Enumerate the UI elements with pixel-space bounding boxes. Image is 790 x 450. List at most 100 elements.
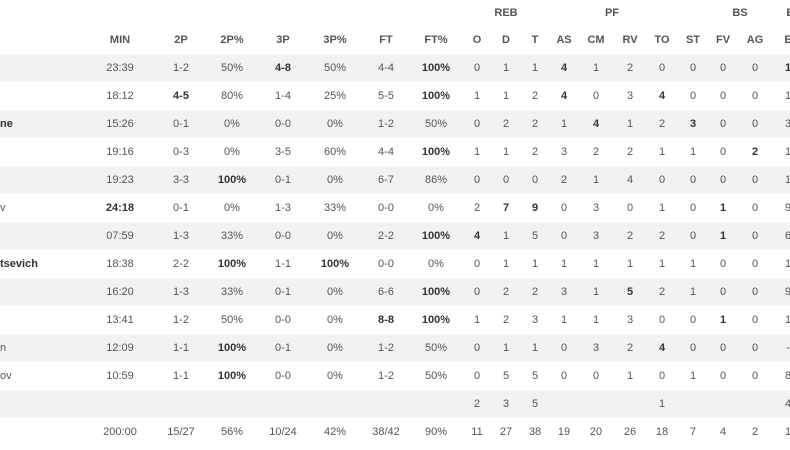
total-cell: 27 xyxy=(499,426,513,438)
stat-cell: 1 xyxy=(784,258,790,270)
stat-cell: 24:18 xyxy=(105,202,135,214)
stat-cell: 1 xyxy=(626,118,634,130)
stat-cell: 1 xyxy=(473,90,481,102)
stat-cell: 0-0 xyxy=(378,202,394,214)
stat-cell: 0 xyxy=(719,370,727,382)
stat-cell: 50% xyxy=(424,342,448,354)
stat-cell: 5 xyxy=(626,286,634,298)
team-cell: 4 xyxy=(784,398,790,410)
total-cell: 38/42 xyxy=(372,426,400,438)
stat-cell: 0 xyxy=(719,258,727,270)
stat-cell: 100% xyxy=(217,370,247,382)
stat-cell: 23:39 xyxy=(106,62,134,74)
player-name: ne xyxy=(0,118,13,130)
stat-cell: 0% xyxy=(327,342,343,354)
team-cell xyxy=(414,390,458,418)
stat-cell: 9 xyxy=(531,202,539,214)
stat-cell: 1 xyxy=(784,90,790,102)
stat-cell: 1 xyxy=(502,62,510,74)
stat-cell: 4-8 xyxy=(275,62,291,74)
stat-cell: 0 xyxy=(719,62,727,74)
stat-cell: 0 xyxy=(751,118,759,130)
team-cell xyxy=(582,390,610,418)
stat-cell: 0% xyxy=(428,258,444,270)
player-name: ov xyxy=(0,370,12,382)
stat-cell: 100% xyxy=(421,230,451,242)
team-cell xyxy=(95,390,145,418)
stat-cell: 0 xyxy=(689,62,697,74)
group-header: BS xyxy=(732,7,748,19)
stat-cell: 2 xyxy=(502,118,510,130)
stat-cell: 19:23 xyxy=(106,174,134,186)
stat-cell: 1 xyxy=(560,314,568,326)
stat-cell: 0 xyxy=(751,62,759,74)
stat-cell: 1-1 xyxy=(173,370,189,382)
stat-cell: 100% xyxy=(320,258,350,270)
player-row: 23:39 1-2 50% 4-8 50% 4-4 100% 0 1 1 4 1 2 0 0 0 0 1 xyxy=(0,54,790,82)
stat-cell: 2 xyxy=(502,314,510,326)
stat-cell: - xyxy=(786,342,790,354)
stat-cell: 0 xyxy=(689,90,697,102)
stat-cell: 0% xyxy=(224,202,240,214)
column-header: 3P xyxy=(276,34,290,46)
stat-cell: 0 xyxy=(751,342,759,354)
team-cell xyxy=(551,390,577,418)
stat-cell: 1 xyxy=(719,314,727,326)
column-header: MIN xyxy=(109,34,131,46)
column-header: T xyxy=(531,34,539,46)
stat-cell: 1 xyxy=(502,146,510,158)
stat-cell: 0-1 xyxy=(173,202,189,214)
column-header: 2P% xyxy=(220,34,244,46)
stat-cell: 5 xyxy=(531,230,539,242)
stat-cell: 100% xyxy=(421,62,451,74)
stat-cell: 50% xyxy=(424,370,448,382)
stat-cell: 4-4 xyxy=(378,146,394,158)
total-cell: 4 xyxy=(719,426,727,438)
stat-cell: 60% xyxy=(323,146,347,158)
stat-cell: 0 xyxy=(531,174,539,186)
stat-cell: 1 xyxy=(626,370,634,382)
stat-cell: 2 xyxy=(658,230,666,242)
stat-cell: 2 xyxy=(592,146,600,158)
column-header: AG xyxy=(746,34,764,46)
stat-cell: 5 xyxy=(502,370,510,382)
team-cell: 2 xyxy=(473,398,481,410)
stat-cell: 0 xyxy=(473,174,481,186)
stat-cell: 1 xyxy=(719,202,727,214)
stat-cell: 1 xyxy=(502,90,510,102)
column-header: RV xyxy=(622,34,638,46)
team-cell xyxy=(366,390,406,418)
stat-cell: 1 xyxy=(719,230,727,242)
stat-cell: 100% xyxy=(217,342,247,354)
total-cell: 15/27 xyxy=(167,426,195,438)
stat-cell: 1 xyxy=(560,258,568,270)
team-cell: 3 xyxy=(502,398,510,410)
total-cell: 38 xyxy=(528,426,542,438)
stat-cell: 2 xyxy=(658,286,666,298)
stat-cell: 3 xyxy=(784,118,790,130)
stat-cell: 0 xyxy=(473,62,481,74)
total-cell: 11 xyxy=(471,426,483,438)
stat-cell: 1 xyxy=(502,342,510,354)
team-cell xyxy=(313,390,357,418)
stat-cell: 50% xyxy=(323,62,347,74)
stat-cell: 2-2 xyxy=(173,258,189,270)
stat-cell: 100% xyxy=(421,90,451,102)
stat-cell: 5-5 xyxy=(378,90,394,102)
stat-cell: 0 xyxy=(473,370,481,382)
stat-cell: 0 xyxy=(751,90,759,102)
stat-cell: 33% xyxy=(220,286,244,298)
stat-cell: 0 xyxy=(719,146,727,158)
total-cell: 10/24 xyxy=(269,426,297,438)
stat-cell: 2 xyxy=(751,146,759,158)
stat-cell: 0 xyxy=(658,370,666,382)
group-header-row: REB PF BS E xyxy=(0,0,790,26)
stat-cell: 0 xyxy=(592,370,600,382)
stat-cell: 100% xyxy=(421,314,451,326)
stat-cell: 0-0 xyxy=(378,258,394,270)
stat-cell: 0-1 xyxy=(275,174,291,186)
stat-cell: 12:09 xyxy=(106,342,134,354)
stat-cell: 1-2 xyxy=(173,62,189,74)
column-header: CM xyxy=(587,34,605,46)
stat-cell: 2 xyxy=(473,202,481,214)
